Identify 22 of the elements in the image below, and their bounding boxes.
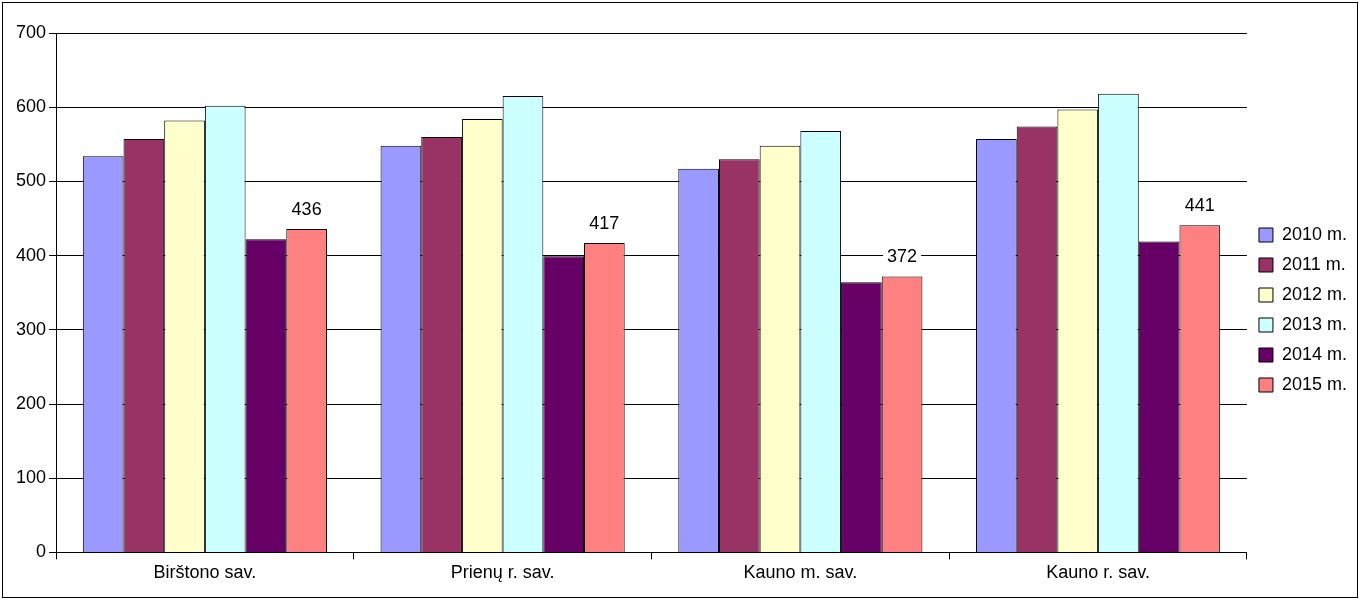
legend-label: 2013 m. [1281,313,1348,334]
y-tick-label: 600 [15,96,47,117]
y-tick-label: 0 [36,541,47,562]
legend-label: 2012 m. [1281,283,1348,304]
y-tick-label: 300 [15,318,47,339]
data-label: 372 [887,246,918,267]
legend-label: 2014 m. [1281,343,1348,364]
legend-label: 2011 m. [1281,253,1346,274]
y-tick-label: 500 [15,170,47,191]
legend-label: 2015 m. [1281,373,1348,394]
x-tick-label: Prienų r. sav. [450,562,555,583]
data-label: 441 [1184,195,1215,216]
data-label: 436 [291,198,322,219]
x-tick-label: Birštono sav. [153,562,257,583]
data-label: 417 [589,212,620,233]
legend-label: 2010 m. [1281,223,1348,244]
x-tick-label: Kauno m. sav. [743,562,858,583]
y-tick-label: 100 [15,467,47,488]
y-tick-label: 400 [15,244,47,265]
x-tick-label: Kauno r. sav. [1046,562,1150,583]
y-tick-label: 200 [15,392,47,413]
y-tick-label: 700 [15,21,47,42]
